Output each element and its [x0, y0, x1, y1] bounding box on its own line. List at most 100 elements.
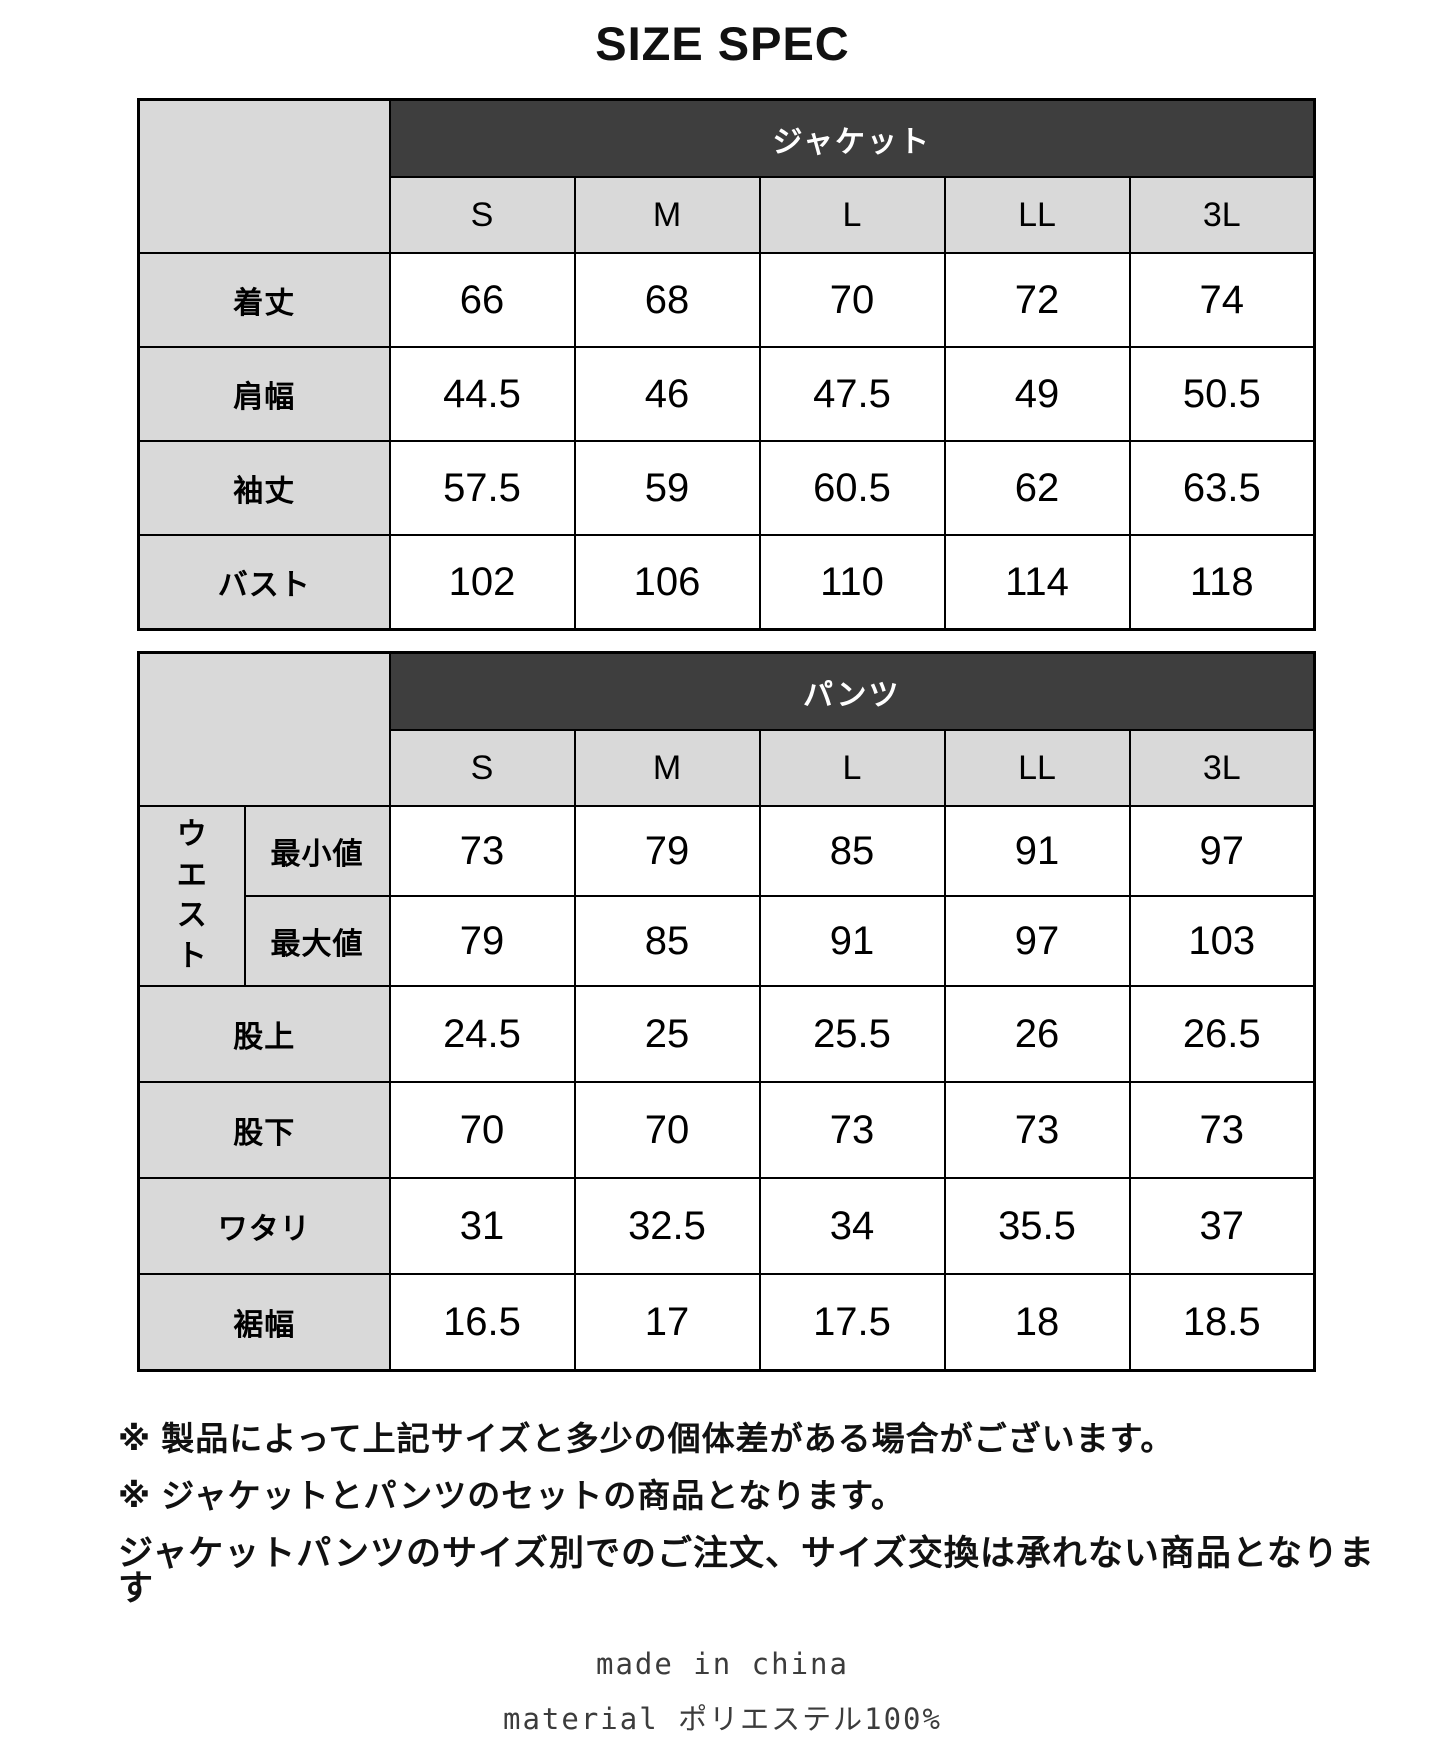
measurement-value-cell: 57.5 — [388, 440, 576, 537]
waist-group-label: ウエスト — [176, 818, 207, 973]
measurement-value-cell: 73 — [943, 1081, 1131, 1180]
garment-header: ジャケット — [388, 98, 1316, 179]
measurement-value-cell: 110 — [758, 534, 946, 631]
measurement-value-cell: 50.5 — [1128, 346, 1316, 443]
size-cell: LL — [943, 176, 1131, 255]
size-cell: M — [573, 176, 761, 255]
measurement-value-cell: 62 — [943, 440, 1131, 537]
table-row: バスト 102 106 110 114 118 — [137, 534, 1316, 631]
measurement-value-cell: 97 — [1128, 805, 1316, 898]
measurement-value-cell: 16.5 — [388, 1273, 576, 1372]
size-cell: L — [758, 729, 946, 808]
measurement-value-cell: 26 — [943, 985, 1131, 1084]
measurement-value-cell: 102 — [388, 534, 576, 631]
measurement-value-cell: 17 — [573, 1273, 761, 1372]
measurement-value-cell: 37 — [1128, 1177, 1316, 1276]
measurement-value-cell: 25 — [573, 985, 761, 1084]
measurement-value-cell: 73 — [1128, 1081, 1316, 1180]
measurement-value-cell: 32.5 — [573, 1177, 761, 1276]
jacket-size-table: ジャケット S M L LL 3L 着丈 66 68 70 72 74 肩幅 4… — [137, 98, 1317, 632]
material-label: material ポリエステル100% — [503, 1702, 942, 1737]
measurement-value-cell: 114 — [943, 534, 1131, 631]
measurement-value-cell: 49 — [943, 346, 1131, 443]
waist-group-label-cell: ウエスト — [137, 805, 246, 988]
table-row: 着丈 66 68 70 72 74 — [137, 252, 1316, 349]
size-cell: L — [758, 176, 946, 255]
measurement-value-cell: 66 — [388, 252, 576, 349]
table-row: 肩幅 44.5 46 47.5 49 50.5 — [137, 346, 1316, 443]
measurement-value-cell: 106 — [573, 534, 761, 631]
table-row: 股下 70 70 73 73 73 — [137, 1081, 1316, 1180]
row-label-cell: 裾幅 — [137, 1273, 391, 1372]
measurement-value-cell: 79 — [388, 895, 576, 988]
table-row: 裾幅 16.5 17 17.5 18 18.5 — [137, 1273, 1316, 1372]
measurement-value-cell: 103 — [1128, 895, 1316, 988]
measurement-value-cell: 24.5 — [388, 985, 576, 1084]
measurement-value-cell: 70 — [573, 1081, 761, 1180]
table-row: 袖丈 57.5 59 60.5 62 63.5 — [137, 440, 1316, 537]
row-label-cell: 袖丈 — [137, 440, 391, 537]
measurement-value-cell: 91 — [758, 895, 946, 988]
measurement-value-cell: 47.5 — [758, 346, 946, 443]
measurement-value-cell: 60.5 — [758, 440, 946, 537]
measurement-value-cell: 91 — [943, 805, 1131, 898]
size-header-row: S M L LL 3L — [139, 176, 1316, 255]
table-row-waist-max: 最大値 79 85 91 97 103 — [139, 895, 1316, 988]
size-cell: M — [573, 729, 761, 808]
size-cell: 3L — [1128, 176, 1316, 255]
measurement-value-cell: 63.5 — [1128, 440, 1316, 537]
measurement-value-cell: 70 — [388, 1081, 576, 1180]
garment-header: パンツ — [388, 651, 1316, 732]
measurement-value-cell: 118 — [1128, 534, 1316, 631]
measurement-value-cell: 25.5 — [758, 985, 946, 1084]
note-no-size-exchange: ジャケットパンツのサイズ別でのご注文、サイズ交換は承れない商品となります — [118, 1534, 1375, 1609]
measurement-value-cell: 35.5 — [943, 1177, 1131, 1276]
measurement-value-cell: 73 — [758, 1081, 946, 1180]
footer-section: made in china material ポリエステル100% — [0, 1650, 1445, 1734]
notes-section: ※ 製品によって上記サイズと多少の個体差がある場合がございます。 ※ ジャケット… — [118, 1422, 1378, 1606]
page-title: SIZE SPEC — [595, 17, 850, 70]
measurement-value-cell: 73 — [388, 805, 576, 898]
size-cell: S — [388, 729, 576, 808]
made-in-label: made in china — [596, 1647, 849, 1682]
table-header-row: パンツ — [137, 651, 1316, 808]
measurement-value-cell: 70 — [758, 252, 946, 349]
size-header-row: S M L LL 3L — [139, 729, 1316, 808]
measurement-value-cell: 74 — [1128, 252, 1316, 349]
measurement-value-cell: 18 — [943, 1273, 1131, 1372]
size-cell: LL — [943, 729, 1131, 808]
measurement-value-cell: 59 — [573, 440, 761, 537]
measurement-value-cell: 97 — [943, 895, 1131, 988]
pants-size-table: パンツ S M L LL 3L ウエスト 最小値 73 79 85 91 97 … — [137, 651, 1316, 1373]
corner-cell — [137, 651, 391, 808]
table-header-row: ジャケット — [137, 98, 1316, 255]
size-cell: 3L — [1128, 729, 1316, 808]
row-label-cell: ワタリ — [137, 1177, 391, 1276]
row-sublabel-cell: 最大値 — [243, 895, 391, 988]
row-label-cell: 肩幅 — [137, 346, 391, 443]
note-set-product: ※ ジャケットとパンツのセットの商品となります。 — [118, 1477, 905, 1515]
measurement-value-cell: 68 — [573, 252, 761, 349]
measurement-value-cell: 85 — [758, 805, 946, 898]
measurement-value-cell: 46 — [573, 346, 761, 443]
table-row-waist-min: ウエスト 最小値 73 79 85 91 97 — [137, 805, 1316, 988]
row-label-cell: 股上 — [137, 985, 391, 1084]
note-individual-difference: ※ 製品によって上記サイズと多少の個体差がある場合がございます。 — [118, 1420, 1175, 1458]
row-label-cell: 着丈 — [137, 252, 391, 349]
measurement-value-cell: 85 — [573, 895, 761, 988]
row-label-cell: バスト — [137, 534, 391, 631]
measurement-value-cell: 31 — [388, 1177, 576, 1276]
table-row: ワタリ 31 32.5 34 35.5 37 — [137, 1177, 1316, 1276]
measurement-value-cell: 17.5 — [758, 1273, 946, 1372]
measurement-value-cell: 26.5 — [1128, 985, 1316, 1084]
measurement-value-cell: 18.5 — [1128, 1273, 1316, 1372]
row-label-cell: 股下 — [137, 1081, 391, 1180]
measurement-value-cell: 79 — [573, 805, 761, 898]
row-sublabel-cell: 最小値 — [243, 805, 391, 898]
corner-cell — [137, 98, 391, 255]
measurement-value-cell: 34 — [758, 1177, 946, 1276]
measurement-value-cell: 44.5 — [388, 346, 576, 443]
size-cell: S — [388, 176, 576, 255]
measurement-value-cell: 72 — [943, 252, 1131, 349]
table-row: 股上 24.5 25 25.5 26 26.5 — [137, 985, 1316, 1084]
